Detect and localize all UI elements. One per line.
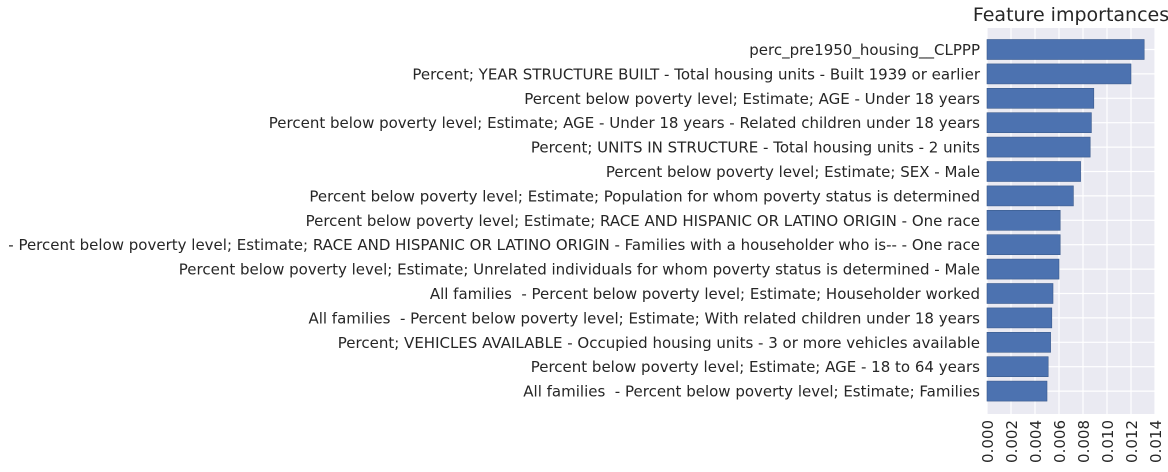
category-label: Percent below poverty level; Estimate; U… (179, 261, 980, 279)
bar (986, 380, 1048, 402)
x-tick-label: 0.012 (1123, 420, 1141, 463)
bar (986, 331, 1051, 353)
category-label: Percent below poverty level; Estimate; S… (606, 163, 980, 181)
x-tick-label: 0.010 (1099, 420, 1117, 463)
category-label: All families - Percent below poverty lev… (308, 309, 980, 327)
category-label: Percent below poverty level; Estimate; P… (309, 187, 980, 205)
bar (986, 112, 1092, 133)
category-label: perc_pre1950_housing__CLPPP (749, 41, 980, 60)
bar (986, 39, 1145, 60)
bar (986, 258, 1060, 280)
category-label: All families - Percent below poverty lev… (0, 236, 980, 254)
category-labels: perc_pre1950_housing__CLPPP Percent; YEAR… (0, 41, 981, 401)
chart-title: Feature importances (973, 4, 1168, 26)
category-label: Percent below poverty level; Estimate; A… (524, 90, 980, 108)
bar (986, 210, 1061, 231)
category-label: Percent below poverty level; Estimate; A… (531, 358, 980, 376)
x-tick-label: 0.004 (1027, 420, 1045, 463)
bar (986, 161, 1081, 182)
category-label: Percent; YEAR STRUCTURE BUILT - Total ho… (412, 65, 980, 83)
category-label: Percent below poverty level; Estimate; R… (306, 212, 980, 230)
x-tick-label: 0.002 (1003, 420, 1021, 463)
x-tick-label: 0.014 (1147, 420, 1165, 463)
bar (986, 307, 1053, 329)
bar (986, 63, 1132, 85)
bar (986, 234, 1061, 255)
bars-layer (986, 39, 1145, 402)
x-tick-label: 0.006 (1051, 420, 1069, 463)
category-label: Percent; VEHICLES AVAILABLE - Occupied h… (338, 334, 980, 352)
category-label: All families - Percent below poverty lev… (523, 383, 980, 401)
bar (986, 88, 1095, 109)
x-tick-label: 0.008 (1075, 420, 1093, 463)
category-label: Percent; UNITS IN STRUCTURE - Total hous… (531, 139, 980, 157)
bar (986, 185, 1074, 207)
x-tick-labels: 0.000 0.002 0.004 0.006 0.008 0.010 0.012 0.014 (979, 420, 1165, 463)
bar (986, 136, 1091, 158)
x-tick-label: 0.000 (979, 420, 997, 463)
category-label: Percent below poverty level; Estimate; A… (269, 114, 980, 132)
bar (986, 283, 1054, 304)
category-label: All families - Percent below poverty lev… (430, 285, 980, 303)
bar (986, 356, 1049, 378)
